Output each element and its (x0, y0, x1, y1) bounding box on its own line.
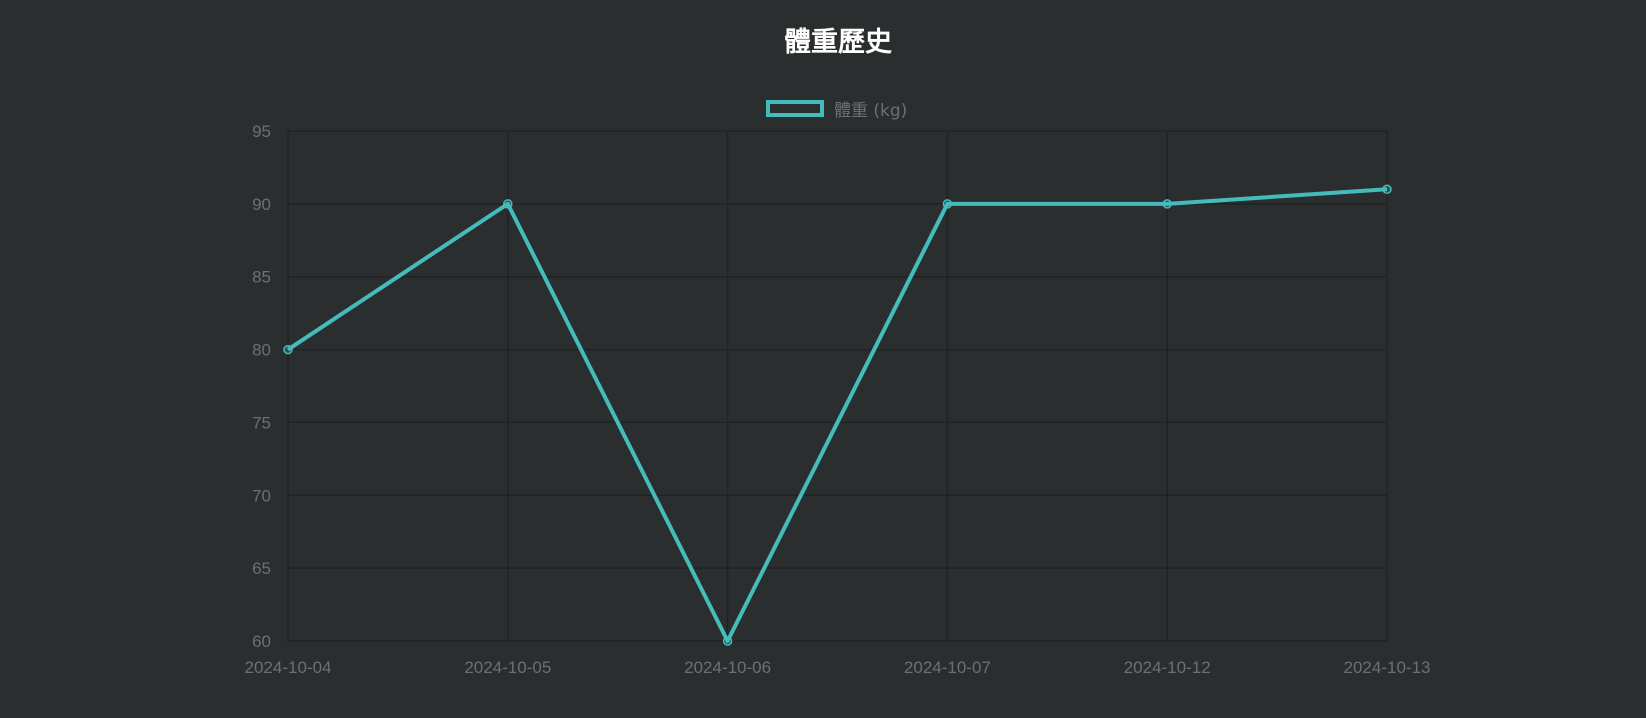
data-point[interactable] (503, 199, 513, 209)
x-tick-label: 2024-10-07 (904, 658, 991, 677)
y-tick-label: 95 (252, 122, 271, 141)
data-point[interactable] (942, 199, 953, 209)
y-tick-label: 90 (252, 195, 271, 214)
data-point[interactable] (283, 344, 293, 355)
data-point[interactable] (722, 636, 733, 646)
y-tick-label: 85 (252, 268, 271, 287)
y-axis-ticks: 95 90 85 80 75 70 65 60 (252, 122, 271, 651)
y-tick-label: 75 (252, 413, 271, 432)
x-tick-label: 2024-10-12 (1124, 658, 1211, 677)
grid-lines (287, 130, 1388, 642)
series-layer (283, 184, 1392, 646)
y-tick-label: 70 (252, 486, 271, 505)
y-tick-label: 65 (252, 559, 271, 578)
y-tick-label: 60 (252, 632, 271, 651)
data-point[interactable] (1162, 199, 1172, 209)
x-tick-label: 2024-10-05 (464, 658, 551, 677)
series-line (286, 187, 1388, 643)
x-tick-label: 2024-10-04 (245, 658, 332, 677)
x-tick-label: 2024-10-13 (1344, 658, 1431, 677)
data-point[interactable] (1382, 184, 1392, 195)
legend-swatch (766, 100, 824, 117)
legend-label: 體重 (kg) (834, 101, 908, 121)
chart-legend[interactable]: 體重 (kg) (766, 96, 907, 121)
y-tick-label: 80 (252, 341, 271, 360)
x-axis-ticks: 2024-10-04 2024-10-05 2024-10-06 2024-10-07… (245, 658, 1431, 677)
chart-title: 體重歷史 (784, 27, 892, 58)
x-tick-label: 2024-10-06 (684, 658, 771, 677)
